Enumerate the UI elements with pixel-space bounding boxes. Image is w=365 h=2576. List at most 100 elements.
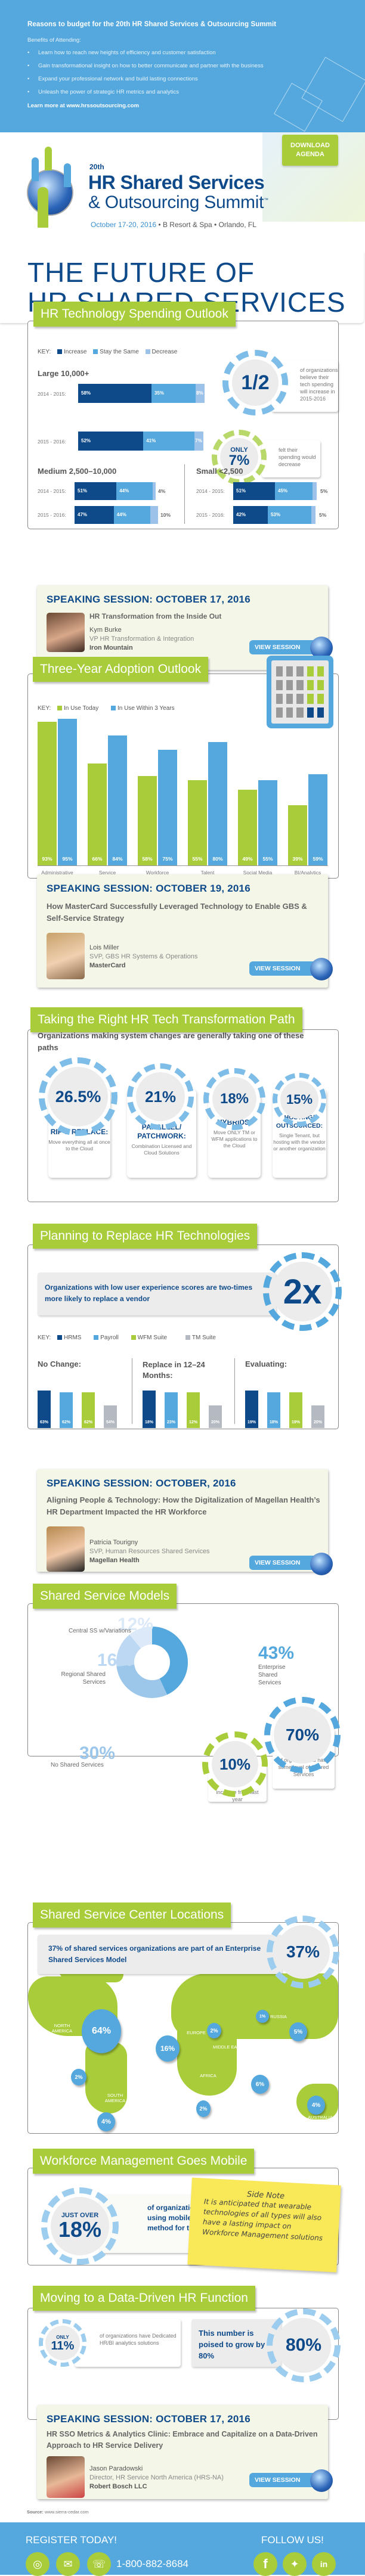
region-label: AFRICA xyxy=(200,2073,216,2078)
stat-ring: JUST OVER 18% xyxy=(41,2187,119,2265)
globe-icon xyxy=(310,958,333,980)
path-ring: 15% xyxy=(273,1073,326,1126)
region-value[interactable]: 2% xyxy=(207,2023,221,2038)
speaker-photo xyxy=(47,2456,85,2498)
view-session-button[interactable]: VIEW SESSION xyxy=(249,1556,316,1570)
bar-future: 75% xyxy=(158,750,177,865)
learn-more-link[interactable]: Learn more at www.hrssoutsourcing.com xyxy=(27,103,140,109)
linkedin-icon[interactable]: in xyxy=(312,2552,336,2576)
speaking-session-card: SPEAKING SESSION: OCTOBER 17, 2016 HR SS… xyxy=(37,2405,333,2499)
spending-bar: 51% 44% xyxy=(75,482,156,500)
summit-subtitle: & Outsourcing Summit™ xyxy=(88,193,268,213)
replace-technologies-card: Organizations with low user experience s… xyxy=(27,1244,342,1429)
globe-icon[interactable]: ◎ xyxy=(26,2552,50,2576)
region-value[interactable]: 2% xyxy=(196,2100,211,2117)
section-title: Moving to a Data-Driven HR Function xyxy=(33,2286,255,2311)
email-icon[interactable]: ✉ xyxy=(56,2552,80,2576)
group-label: No Change: xyxy=(38,1360,81,1368)
group-label: Evaluating: xyxy=(245,1360,287,1368)
view-session-button[interactable]: VIEW SESSION xyxy=(249,2473,316,2487)
globe-icon xyxy=(310,637,333,659)
region-value[interactable]: 6% xyxy=(251,2075,269,2094)
group-label: Replace in 12–24 Months: xyxy=(143,1360,205,1380)
speaker-name: Lois Miller xyxy=(89,944,119,951)
segment-value: 43% xyxy=(258,1643,295,1663)
edition-label: 20th xyxy=(89,163,104,171)
stat-callout: felt their spending would decrease xyxy=(262,440,320,477)
region-value[interactable]: 2% xyxy=(71,2069,86,2085)
speaker-company: Iron Mountain xyxy=(89,644,133,651)
globe-icon xyxy=(310,2469,333,2492)
replace-bar-group: 19% 18% 19% 20% xyxy=(245,1391,325,1428)
period-label: 2014 - 2015: xyxy=(38,488,66,494)
facebook-icon[interactable]: f xyxy=(253,2552,277,2576)
paths-intro: Organizations making system changes are … xyxy=(38,1031,304,1052)
region-value[interactable]: 5% xyxy=(289,2022,307,2041)
category-label: Administrative xyxy=(41,870,73,876)
period-label: 2014 - 2015: xyxy=(38,391,66,397)
benefit-item: Gain transformational insight on how to … xyxy=(27,62,264,75)
data-driven-card: of organizations have Dedicated HR/BI an… xyxy=(27,2308,341,2420)
stat-value: ONLY 7% xyxy=(220,438,258,476)
download-label: DOWNLOAD xyxy=(290,142,330,149)
bar-today: 58% xyxy=(138,776,157,865)
bar-value: 4% xyxy=(158,488,166,494)
medium-group-label: Medium 2,500–10,000 xyxy=(38,467,117,476)
region-value[interactable]: 1% xyxy=(256,2010,269,2023)
spending-bar: 42% 53% xyxy=(233,506,315,524)
section-title: Three-Year Adoption Outlook xyxy=(33,657,209,682)
key-item: Decrease xyxy=(145,349,177,355)
view-session-button[interactable]: VIEW SESSION xyxy=(249,640,316,654)
stat-ring: 80% xyxy=(267,2308,341,2382)
session-heading: SPEAKING SESSION: OCTOBER 17, 2016 xyxy=(47,594,250,605)
download-agenda-button[interactable]: DOWNLOAD AGENDA xyxy=(282,135,338,166)
section-title: Workforce Management Goes Mobile xyxy=(33,2149,255,2174)
key-item: WFM Suite xyxy=(131,1334,167,1341)
region-value[interactable]: 4% xyxy=(97,2112,115,2131)
key-item: In Use Within 3 Years xyxy=(111,705,175,712)
speaker-name: Patricia Tourigny xyxy=(89,1539,138,1546)
path-ring: 21% xyxy=(127,1063,194,1130)
segment-label: Enterprise Shared Services xyxy=(258,1664,286,1686)
event-venue: • B Resort & Spa • Orlando, FL xyxy=(156,221,256,229)
region-value[interactable]: 64% xyxy=(82,2009,121,2053)
phone-icon[interactable]: ☏ xyxy=(87,2552,111,2576)
stat-ring: ONLY 7% xyxy=(212,430,267,485)
session-heading: SPEAKING SESSION: OCTOBER, 2016 xyxy=(47,1478,236,1489)
spending-bar: 47% 44% xyxy=(75,506,158,524)
benefits-heading: Reasons to budget for the 20th HR Shared… xyxy=(27,21,277,28)
stat-ring: 37% xyxy=(267,1916,339,1988)
footer: REGISTER TODAY! ◎ ✉ ☏ 1-800-882-8684 FOL… xyxy=(0,2522,365,2576)
session-title: Aligning People & Technology: How the Di… xyxy=(47,1495,320,1516)
spending-bar: 51% 45% xyxy=(233,482,317,500)
calendar-icon xyxy=(267,656,333,728)
region-value[interactable]: 16% xyxy=(156,2035,180,2062)
region-value[interactable]: 4% xyxy=(307,2096,325,2115)
key-item: Stay the Same xyxy=(93,349,139,355)
view-session-button[interactable]: VIEW SESSION xyxy=(249,961,316,976)
session-heading: SPEAKING SESSION: OCTOBER 17, 2016 xyxy=(47,2413,250,2425)
bar-future: 95% xyxy=(58,719,77,865)
benefits-label: Benefits of Attending: xyxy=(27,37,81,44)
small-group-label: Small <2,500 xyxy=(196,467,243,476)
bar-today: 66% xyxy=(88,764,107,865)
source-note: Source: www.sierra-cedar.com xyxy=(27,2509,89,2515)
speaker-info: Lois Miller SVP, GBS HR Systems & Operat… xyxy=(89,944,197,970)
summit-title: HR Shared Services xyxy=(88,172,265,193)
key-item: HRMS xyxy=(57,1334,81,1341)
bar-future: 80% xyxy=(208,742,227,865)
speaker-role: SVP, GBS HR Systems & Operations xyxy=(89,953,198,960)
speaker-company: MasterCard xyxy=(89,962,126,969)
section-title: HR Technology Spending Outlook xyxy=(33,302,236,327)
follow-heading: FOLLOW US! xyxy=(261,2534,324,2546)
divider xyxy=(184,464,185,524)
note-text: It is anticipated that wearable technolo… xyxy=(202,2197,323,2243)
bar-value: 10% xyxy=(160,512,171,518)
twitter-icon[interactable]: ✦ xyxy=(283,2552,307,2576)
region-label: NORTH AMERICA xyxy=(51,2023,73,2034)
phone-number[interactable]: 1-800-882-8684 xyxy=(116,2558,188,2569)
bar-value: 5% xyxy=(319,512,327,518)
benefits-list: Learn how to reach new heights of effici… xyxy=(27,49,264,101)
speaker-role: SVP, Human Resources Shared Services xyxy=(89,1548,210,1555)
benefit-item: Expand your professional network and bui… xyxy=(27,75,264,88)
